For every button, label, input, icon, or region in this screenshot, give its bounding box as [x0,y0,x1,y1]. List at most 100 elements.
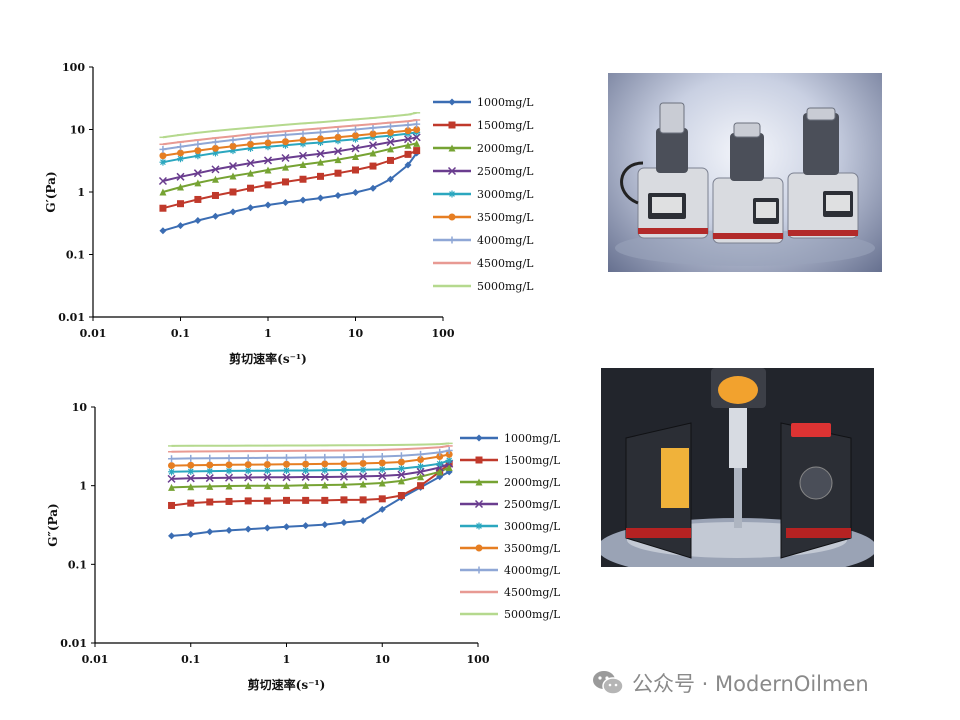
legend-item: 2500mg/L [433,165,534,178]
legend-label: 1000mg/L [504,432,560,445]
data-point [387,122,395,130]
data-point [194,179,202,187]
y-tick-label: 0.1 [66,249,85,262]
data-point [321,466,329,474]
data-point [229,136,237,144]
data-point [168,462,176,470]
data-point [352,189,359,197]
data-point [244,454,252,462]
x-tick-label: 100 [432,327,455,340]
y-tick-label: 0.01 [60,637,87,650]
loss-modulus-chart: 0.01 0.1 1 10 0.01 0.1 1 10 100 剪切速率(s⁻¹) G″(Pa) 10… [40,395,560,715]
data-point [321,496,329,504]
data-point [168,483,176,491]
data-point [369,162,377,170]
data-point [387,156,395,164]
series-line [171,449,450,460]
data-point [194,147,202,155]
data-point [194,216,202,224]
loss-modulus-plot: 0.01 0.1 1 10 0.01 0.1 1 10 100 剪切速率(s⁻¹) G″(Pa) 10… [46,401,560,692]
data-point [283,482,290,490]
legend-item: 3500mg/L [460,542,560,555]
data-point [263,473,272,482]
legend-marker [475,456,483,464]
series-line [162,136,417,182]
data-point [282,141,290,149]
data-point [378,471,387,480]
legend: 1000mg/L 1500mg/L 2000mg/L 2500mg/L 3000mg/L… [460,432,560,621]
legend-label: 2500mg/L [504,498,560,511]
data-point [368,141,378,150]
data-point [177,183,184,191]
data-point [416,467,425,476]
data-point [264,143,272,151]
legend: 1000mg/L 1500mg/L 2000mg/L 2500mg/L 3000mg/L… [433,96,534,293]
legend-item: 1000mg/L [433,96,534,109]
legend-item: 4500mg/L [460,586,560,599]
legend-marker [448,236,456,244]
data-point [359,472,368,481]
data-point [246,159,255,168]
data-point [159,188,167,196]
storage-modulus-plot: 0.01 0.1 1 10 100 0.01 0.1 1 10 100 剪切速率(s⁻¹) G′(Pa… [44,61,534,366]
legend-label: 1000mg/L [477,96,534,109]
data-point [187,461,195,469]
data-point [413,126,421,133]
data-point [417,456,425,464]
y-axis-title: G″(Pa) [46,503,60,546]
data-point [321,453,329,461]
data-point [211,144,219,152]
data-point [176,172,185,181]
legend-label: 2500mg/L [477,165,534,178]
data-point [177,200,184,208]
data-point [301,472,310,481]
wechat-icon [593,671,624,695]
data-point [436,448,444,456]
data-point [316,149,325,158]
data-point [244,525,252,533]
legend-item: 3500mg/L [433,211,534,224]
x-tick-label: 0.01 [80,327,107,340]
legend-marker [448,213,456,221]
data-point [244,482,252,490]
data-point [283,454,290,462]
legend-item: 4000mg/L [460,564,560,577]
data-point [264,132,272,140]
data-point [404,141,412,149]
data-point [206,454,214,462]
watermark: 公众号 · ModernOilmen [592,666,869,700]
data-point [168,455,176,463]
legend-label: 2000mg/L [477,142,534,155]
legend-marker [447,166,457,176]
series-line [162,128,417,157]
series-line [162,131,417,164]
legend-marker [475,544,483,552]
series-2500mg/L [158,133,421,186]
data-point [263,524,271,532]
storage-modulus-chart: 0.01 0.1 1 10 100 0.01 0.1 1 10 100 剪切速率(s⁻¹) G′(Pa… [40,55,560,375]
series-2500mg/L [167,459,454,483]
data-point [264,139,272,147]
data-point [194,195,202,203]
data-point [159,204,167,212]
data-point [281,153,290,163]
data-point [334,191,342,199]
data-point [445,456,453,464]
series-1500mg/L [159,147,421,212]
legend-marker [448,144,456,152]
data-point [413,139,421,147]
watermark-text: 公众号 · ModernOilmen [632,672,869,696]
legend-label: 5000mg/L [477,280,534,293]
series-line [171,442,450,447]
data-point [205,474,214,483]
data-point [397,465,405,473]
legend-label: 4500mg/L [504,586,560,599]
data-point [302,481,310,489]
data-point [351,144,360,153]
data-point [229,172,237,180]
data-point [159,158,167,166]
rheometer-lineup-photo [608,73,882,272]
rheometer-lineup-illustration [615,102,875,266]
data-point [299,140,307,148]
x-tick-label: 1 [283,653,291,666]
